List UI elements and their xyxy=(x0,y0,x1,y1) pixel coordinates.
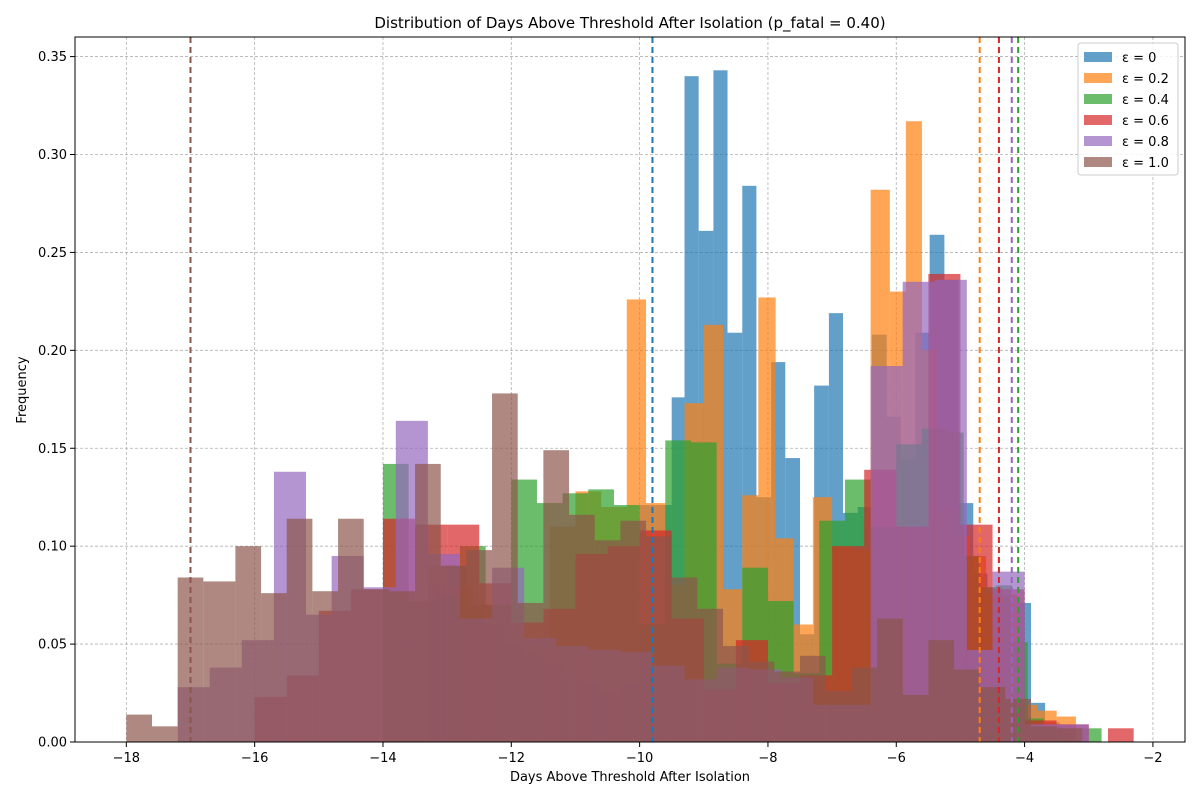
histogram-bar xyxy=(286,518,313,742)
histogram-bar xyxy=(492,393,518,742)
histogram-bar xyxy=(979,687,1006,742)
histogram-bar xyxy=(415,463,441,742)
chart-title: Distribution of Days Above Threshold Aft… xyxy=(374,14,885,33)
histogram-bar xyxy=(440,565,467,742)
histogram-bar xyxy=(902,695,929,742)
legend-label: ε = 0.2 xyxy=(1122,72,1169,87)
y-axis-label: Frequency xyxy=(15,356,30,423)
legend-label: ε = 0.8 xyxy=(1122,135,1169,150)
histogram-bar xyxy=(954,669,980,742)
histogram-bar xyxy=(877,618,903,742)
histogram-bar xyxy=(748,661,775,742)
histogram-bar xyxy=(389,591,416,742)
x-tick-label: −14 xyxy=(369,751,396,766)
x-tick-label: −18 xyxy=(113,751,140,766)
histogram-bar xyxy=(594,540,621,742)
histogram-bar xyxy=(203,581,236,742)
y-tick-label: 0.20 xyxy=(38,344,67,359)
legend: ε = 0 ε = 0.2 ε = 0.4 ε = 0.6 ε = 0.8 ε = 1.0 xyxy=(1077,42,1179,176)
x-axis-label: Days Above Threshold After Isolation xyxy=(510,770,750,785)
histogram-bar xyxy=(312,591,339,742)
x-tick-label: −4 xyxy=(1015,751,1034,766)
mean-lines-layer xyxy=(189,37,1020,742)
histogram-bar xyxy=(235,546,262,742)
series-5-bars xyxy=(126,393,1083,742)
histogram-bar xyxy=(697,608,724,742)
x-tick-label: −8 xyxy=(758,751,777,766)
legend-label: ε = 0 xyxy=(1122,51,1156,66)
y-tick-label: 0.35 xyxy=(38,50,67,65)
bars-layer xyxy=(126,70,1134,743)
histogram-bar xyxy=(1108,728,1134,742)
histogram-bar xyxy=(151,726,178,742)
x-tick-label: −12 xyxy=(498,751,525,766)
histogram-bar xyxy=(1031,726,1057,742)
legend-swatch xyxy=(1084,52,1112,62)
histogram-bar xyxy=(517,602,544,742)
y-tick-label: 0.05 xyxy=(38,638,67,653)
x-axis: −18 −16 −14 −12 −10 −8 −6 −4 −2 xyxy=(113,742,1163,766)
histogram-bar xyxy=(363,589,390,742)
histogram-bar xyxy=(825,691,852,742)
histogram-bar xyxy=(800,655,826,742)
histogram-bar xyxy=(543,450,570,742)
legend-swatch xyxy=(1084,157,1112,167)
histogram-bar xyxy=(126,714,152,742)
histogram-bar xyxy=(466,550,493,742)
legend-label: ε = 1.0 xyxy=(1122,156,1169,171)
y-tick-label: 0.15 xyxy=(38,442,67,457)
x-tick-label: −2 xyxy=(1143,751,1162,766)
legend-swatch xyxy=(1084,73,1112,83)
y-axis: 0.00 0.05 0.10 0.15 0.20 0.25 0.30 0.35 xyxy=(38,50,75,751)
legend-label: ε = 0.6 xyxy=(1122,114,1169,129)
x-tick-label: −16 xyxy=(241,751,268,766)
histogram-bar xyxy=(1056,728,1083,742)
histogram-bar xyxy=(646,536,672,742)
legend-label: ε = 0.4 xyxy=(1122,93,1169,108)
y-tick-label: 0.10 xyxy=(38,540,67,555)
histogram-bar xyxy=(569,514,595,742)
legend-swatch xyxy=(1084,94,1112,104)
histogram-bar xyxy=(338,518,364,742)
histogram-bar xyxy=(774,671,801,742)
y-tick-label: 0.00 xyxy=(38,736,67,751)
x-tick-label: −6 xyxy=(887,751,906,766)
histogram-bar xyxy=(851,667,878,742)
x-tick-label: −10 xyxy=(626,751,653,766)
histogram-bar xyxy=(723,646,749,742)
histogram-bar xyxy=(671,577,698,742)
histogram-bar xyxy=(261,593,287,742)
legend-swatch xyxy=(1084,136,1112,146)
histogram-bar xyxy=(928,640,955,742)
y-tick-label: 0.30 xyxy=(38,148,67,163)
legend-swatch xyxy=(1084,115,1112,125)
y-tick-label: 0.25 xyxy=(38,246,67,261)
plot-area-frame xyxy=(74,36,1186,743)
histogram-bar xyxy=(620,520,647,742)
